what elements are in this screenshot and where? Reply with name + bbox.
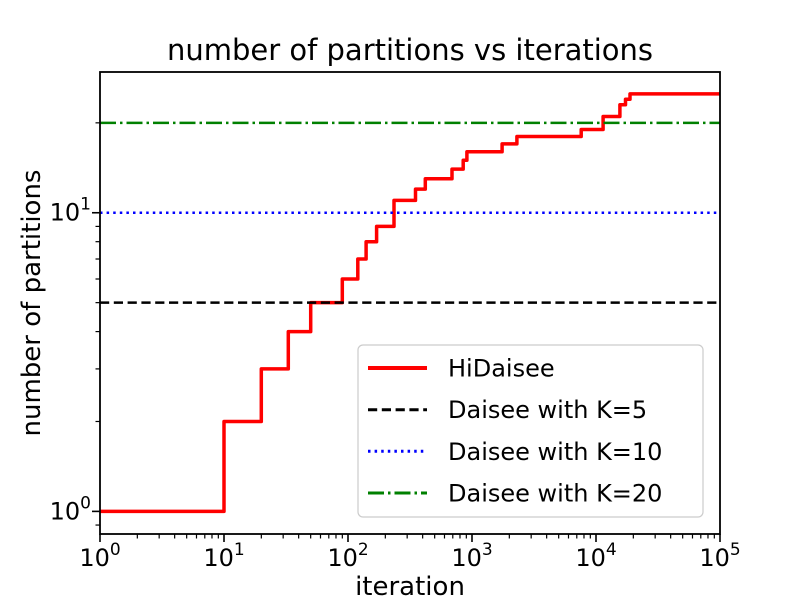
y-tick-label: 101 [50, 195, 91, 227]
legend: HiDaisee Daisee with K=5 Daisee with K=10 D… [357, 344, 704, 518]
legend-item-daisee-with-k-20: Daisee with K=20 [368, 480, 662, 508]
legend-box [357, 344, 704, 518]
legend-label: Daisee with K=5 [448, 396, 647, 424]
x-axis-label: iteration [355, 572, 465, 600]
x-tick-label: 104 [575, 540, 616, 572]
axes-frame [99, 71, 721, 535]
legend-label: HiDaisee [448, 355, 555, 383]
x-tick-label: 103 [451, 540, 492, 572]
plot-area: 100 101 102 103 104 105 100 101 [50, 92, 741, 572]
chart-title: number of partitions vs iterations [167, 33, 653, 67]
legend-item-daisee-with-k-10: Daisee with K=10 [368, 438, 662, 466]
hidaisee-line [100, 92, 720, 514]
x-tick-label: 101 [203, 540, 244, 572]
legend-item-daisee-with-k-5: Daisee with K=5 [368, 396, 647, 424]
x-tick-label: 102 [327, 540, 368, 572]
y-tick-label: 100 [50, 493, 91, 525]
x-tick-label: 105 [699, 540, 740, 572]
legend-item-hidaisee: HiDaisee [368, 355, 555, 383]
x-tick-label: 100 [79, 540, 120, 572]
legend-label: Daisee with K=20 [448, 480, 662, 508]
legend-label: Daisee with K=10 [448, 438, 662, 466]
y-axis-label: number of partitions [17, 170, 47, 437]
